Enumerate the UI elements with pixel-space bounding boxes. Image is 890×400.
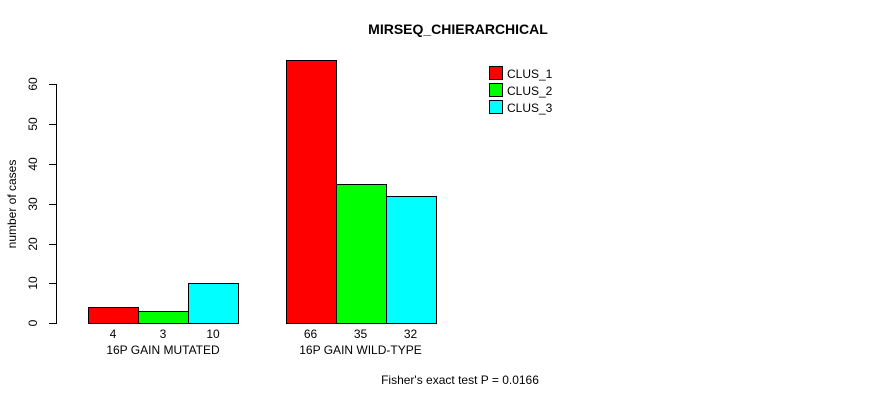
y-tick-label: 10 [26,276,40,291]
bar-value-label: 32 [403,327,418,341]
y-tick-label: 50 [26,117,40,131]
legend-label: CLUS_2 [507,84,553,98]
legend-label: CLUS_1 [507,67,553,81]
legend-item-clus_3: CLUS_3 [489,100,589,115]
legend-swatch [489,66,503,80]
legend-label: CLUS_3 [507,101,553,115]
bar-clus_2-1 [335,183,387,325]
legend-item-clus_1: CLUS_1 [489,66,589,81]
y-axis-title: number of cases [5,159,19,249]
category-label: 16P GAIN WILD-TYPE [299,343,422,357]
y-tick [49,124,56,126]
y-tick-label: 30 [26,197,40,211]
y-tick [49,323,56,325]
y-tick-label: 60 [26,77,40,91]
bar-clus_1-0 [88,307,139,325]
bar-value-label: 3 [159,327,167,341]
y-tick [49,84,56,86]
bar-clus_3-1 [385,195,437,325]
category-label: 16P GAIN MUTATED [106,343,220,357]
y-tick [49,163,56,165]
bar-clus_3-0 [188,283,239,325]
legend-item-clus_2: CLUS_2 [489,83,589,98]
y-tick-label: 40 [26,157,40,171]
bar-value-label: 10 [206,327,220,341]
legend-swatch [489,83,503,97]
bar-value-label: 35 [353,327,368,341]
y-tick [49,203,56,205]
bar-value-label: 66 [303,327,318,341]
y-tick-label: 20 [26,236,40,251]
y-tick [49,243,56,245]
bar-value-label: 4 [109,327,117,341]
chart-title: MIRSEQ_CHIERARCHICAL [368,21,548,37]
y-tick [49,283,56,285]
annotation-text: Fisher's exact test P = 0.0166 [381,373,539,387]
bar-clus_2-0 [138,311,189,325]
legend-swatch [489,100,503,114]
bar-clus_1-1 [285,60,337,325]
y-tick-label: 0 [26,319,40,327]
y-axis-line [56,84,57,324]
